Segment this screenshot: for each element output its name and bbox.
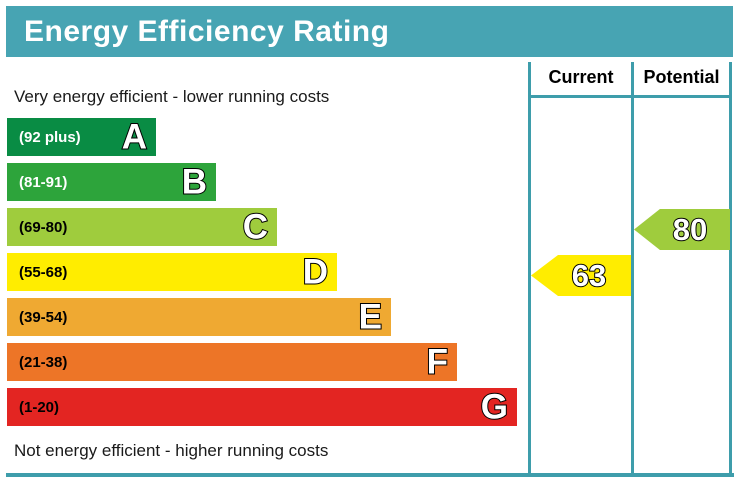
- band-d: (55-68) D: [7, 253, 337, 291]
- band-c: (69-80) C: [7, 208, 277, 246]
- header-underline: [528, 95, 732, 98]
- band-e: (39-54) E: [7, 298, 391, 336]
- current-rating-value: 63: [571, 258, 608, 293]
- band-letter: C: [242, 207, 269, 247]
- top-note: Very energy efficient - lower running co…: [14, 87, 330, 106]
- table-border-left: [528, 62, 531, 474]
- table-border-middle: [631, 62, 634, 474]
- band-letter: A: [121, 117, 148, 157]
- band-letter: B: [181, 162, 208, 202]
- band-letter: E: [358, 297, 383, 337]
- band-range-label: (55-68): [19, 263, 68, 281]
- current-column-header: Current: [548, 67, 614, 87]
- current-rating-arrow: 63: [531, 255, 631, 296]
- bottom-border: [6, 473, 734, 477]
- band-b: (81-91) B: [7, 163, 216, 201]
- potential-column-header: Potential: [643, 67, 720, 87]
- band-g: (1-20) G: [7, 388, 517, 426]
- potential-rating-arrow: 80: [634, 209, 730, 250]
- potential-rating-value: 80: [672, 212, 709, 247]
- band-range-label: (92 plus): [19, 128, 81, 146]
- band-range-label: (1-20): [19, 398, 60, 416]
- band-range-label: (39-54): [19, 308, 68, 326]
- band-range-label: (81-91): [19, 173, 68, 191]
- chart-title-bar: Energy Efficiency Rating: [6, 6, 733, 57]
- band-f: (21-38) F: [7, 343, 457, 381]
- band-range-label: (21-38): [19, 353, 68, 371]
- band-letter: G: [480, 387, 509, 427]
- band-letter: F: [426, 342, 449, 382]
- chart-title: Energy Efficiency Rating: [24, 15, 390, 48]
- band-range-label: (69-80): [19, 218, 68, 236]
- band-letter: D: [302, 252, 329, 292]
- band-a: (92 plus) A: [7, 118, 156, 156]
- bottom-note: Not energy efficient - higher running co…: [14, 441, 329, 460]
- table-border-right: [729, 62, 732, 474]
